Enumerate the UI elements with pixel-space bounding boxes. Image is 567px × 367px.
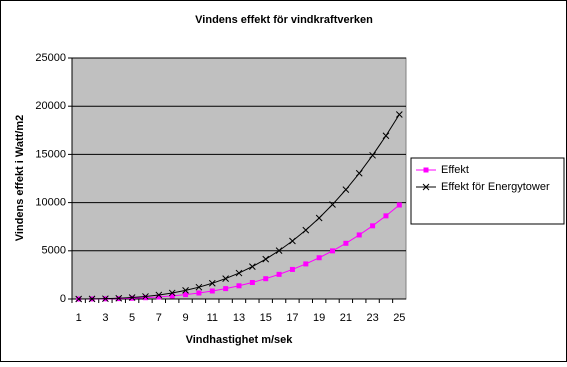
y-tick-label: 20000 <box>35 100 66 112</box>
legend <box>410 157 565 225</box>
data-point <box>330 248 336 254</box>
y-tick-label: 10000 <box>35 197 66 209</box>
y-axis-label: Vindens effekt i Watt/m2 <box>14 115 26 242</box>
legend-marker <box>423 167 429 173</box>
data-point <box>236 283 242 289</box>
data-point <box>129 295 135 301</box>
data-point <box>369 151 376 159</box>
data-point <box>223 286 229 292</box>
x-tick-label: 1 <box>76 312 82 324</box>
data-point <box>382 132 390 140</box>
x-tick-label: 19 <box>313 312 325 324</box>
data-point <box>169 293 175 299</box>
data-point <box>302 226 310 234</box>
data-point <box>142 293 149 300</box>
data-point <box>182 287 189 294</box>
data-point <box>142 295 148 301</box>
legend-marker <box>422 183 430 191</box>
data-point <box>315 214 323 222</box>
data-point <box>168 289 176 297</box>
data-point <box>209 288 215 294</box>
data-point <box>316 255 322 261</box>
data-point <box>275 247 283 254</box>
data-point <box>263 276 269 282</box>
y-tick-label: 0 <box>60 293 66 305</box>
data-point <box>289 266 295 272</box>
data-point <box>249 263 256 270</box>
data-point <box>156 294 162 300</box>
data-point <box>383 213 389 219</box>
x-tick-label: 21 <box>340 312 352 324</box>
plot-area <box>71 57 407 300</box>
y-tick-label: 5000 <box>42 245 66 257</box>
data-point <box>235 269 243 277</box>
data-point <box>208 279 216 287</box>
data-point <box>155 291 163 299</box>
data-point <box>128 294 136 301</box>
x-tick-label: 25 <box>393 312 405 324</box>
data-point <box>289 237 296 245</box>
x-tick-label: 17 <box>286 312 298 324</box>
data-point <box>276 271 282 277</box>
data-point <box>115 294 123 302</box>
legend-label: Effekt <box>441 164 469 176</box>
data-point <box>249 279 255 285</box>
data-point <box>183 292 189 298</box>
data-point <box>195 283 203 291</box>
data-point <box>342 186 350 193</box>
x-tick-label: 7 <box>156 312 162 324</box>
legend-label: Effekt för Energytower <box>441 181 550 193</box>
data-point <box>196 290 202 296</box>
data-point <box>356 232 362 238</box>
x-tick-label: 9 <box>182 312 188 324</box>
x-tick-label: 13 <box>233 312 245 324</box>
x-tick-label: 23 <box>366 312 378 324</box>
data-point <box>262 255 270 263</box>
data-point <box>395 111 403 118</box>
data-point <box>88 295 96 303</box>
y-tick-label: 25000 <box>35 52 66 64</box>
data-point <box>75 295 83 303</box>
x-tick-label: 11 <box>207 312 218 324</box>
data-point <box>370 223 376 229</box>
chart-title: Vindens effekt för vindkraftverken <box>195 14 373 26</box>
x-axis-label: Vindhastighet m/sek <box>186 334 294 346</box>
data-point <box>355 169 363 177</box>
data-point <box>396 202 402 208</box>
x-tick-label: 5 <box>129 312 135 324</box>
y-tick-label: 15000 <box>35 148 66 160</box>
data-point <box>303 261 309 267</box>
x-tick-label: 3 <box>102 312 108 324</box>
data-point <box>222 275 229 282</box>
data-point <box>102 295 109 303</box>
data-point <box>329 201 336 208</box>
data-point <box>343 240 349 246</box>
x-tick-label: 15 <box>260 312 272 324</box>
